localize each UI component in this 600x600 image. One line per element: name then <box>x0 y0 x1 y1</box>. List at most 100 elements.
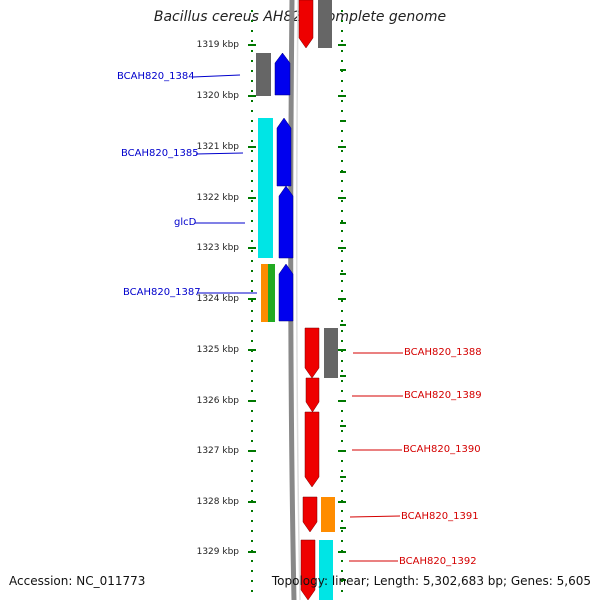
right-ruler-dot <box>341 570 343 572</box>
forward-gene-arrow <box>274 52 291 96</box>
left-ruler-dot <box>251 310 253 312</box>
right-ruler-dot <box>341 320 343 322</box>
reverse-gene-label[interactable]: BCAH820_1390 <box>403 444 481 455</box>
left-ruler-dot <box>251 300 253 302</box>
reverse-gene-label[interactable]: BCAH820_1389 <box>404 390 482 401</box>
left-ruler-dot <box>251 510 253 512</box>
left-ruler-dot <box>251 520 253 522</box>
right-major-tick <box>338 501 346 503</box>
left-ruler-dot <box>251 260 253 262</box>
right-ruler-dot <box>341 290 343 292</box>
right-ruler-dot <box>341 510 343 512</box>
right-minor-tick <box>340 527 346 529</box>
right-ruler-dot <box>341 370 343 372</box>
left-ruler-dot <box>251 130 253 132</box>
reverse-gene-label[interactable]: BCAH820_1388 <box>404 347 482 358</box>
green-feature-block <box>268 264 275 322</box>
forward-gene-label[interactable]: BCAH820_1385 <box>121 148 199 159</box>
accession-text: Accession: NC_011773 <box>9 574 146 588</box>
kbp-tick-label: 1323 kbp <box>196 243 239 253</box>
right-ruler-dot <box>341 190 343 192</box>
left-ruler-dot <box>251 330 253 332</box>
reverse-gene-arrow <box>302 496 318 533</box>
left-ruler-dot <box>251 100 253 102</box>
left-ruler-dot <box>251 370 253 372</box>
left-ruler-dot <box>251 30 253 32</box>
left-ruler-dot <box>251 180 253 182</box>
left-ruler-dot <box>251 20 253 22</box>
right-ruler-dot <box>341 270 343 272</box>
right-ruler-dot <box>341 420 343 422</box>
forward-label-connector <box>195 152 244 155</box>
right-major-tick <box>338 95 346 97</box>
left-major-tick <box>248 501 256 503</box>
kbp-tick-label: 1322 kbp <box>196 193 239 203</box>
left-ruler-dot <box>251 90 253 92</box>
right-minor-tick <box>340 579 346 581</box>
right-minor-tick <box>340 222 346 224</box>
left-ruler-dot <box>251 560 253 562</box>
left-ruler-dot <box>251 490 253 492</box>
right-ruler-dot <box>341 590 343 592</box>
forward-gene-label[interactable]: glcD <box>174 217 197 228</box>
right-ruler-dot <box>341 360 343 362</box>
right-ruler-dot <box>341 310 343 312</box>
right-major-tick <box>338 450 346 452</box>
left-ruler-dot <box>251 530 253 532</box>
right-major-tick <box>338 146 346 148</box>
left-ruler-dot <box>251 580 253 582</box>
left-ruler-dot <box>251 230 253 232</box>
left-ruler-dot <box>251 460 253 462</box>
kbp-tick-label: 1324 kbp <box>196 294 239 304</box>
right-ruler-dot <box>341 20 343 22</box>
kbp-tick-label: 1328 kbp <box>196 497 239 507</box>
left-ruler-dot <box>251 60 253 62</box>
right-ruler-dot <box>341 340 343 342</box>
forward-gene-label[interactable]: BCAH820_1387 <box>123 287 201 298</box>
right-ruler-dot <box>341 140 343 142</box>
reverse-gene-arrow <box>298 0 314 49</box>
right-minor-tick <box>340 324 346 326</box>
right-ruler-dot <box>341 240 343 242</box>
right-ruler-dot <box>341 280 343 282</box>
left-major-tick <box>248 349 256 351</box>
right-minor-tick <box>340 476 346 478</box>
kbp-tick-label: 1327 kbp <box>196 446 239 456</box>
reverse-gene-label[interactable]: BCAH820_1392 <box>399 556 477 567</box>
kbp-tick-label: 1319 kbp <box>196 40 239 50</box>
right-ruler-dot <box>341 460 343 462</box>
right-ruler-dot <box>341 80 343 82</box>
right-ruler-dot <box>341 430 343 432</box>
right-major-tick <box>338 247 346 249</box>
left-ruler-dot <box>251 480 253 482</box>
reverse-gene-arrow <box>304 411 320 488</box>
left-major-tick <box>248 551 256 553</box>
right-ruler-dot <box>341 30 343 32</box>
right-ruler-dot <box>341 210 343 212</box>
right-major-tick <box>338 400 346 402</box>
right-ruler-dot <box>341 480 343 482</box>
left-ruler-dot <box>251 250 253 252</box>
reverse-gene-arrow <box>300 539 316 600</box>
right-ruler-dot <box>341 390 343 392</box>
right-ruler-dot <box>341 470 343 472</box>
cyan-feature-block <box>258 118 273 258</box>
right-minor-tick <box>340 273 346 275</box>
forward-gene-label[interactable]: BCAH820_1384 <box>117 71 195 82</box>
right-ruler-dot <box>341 560 343 562</box>
orange-feature-block <box>261 264 268 322</box>
left-major-tick <box>248 298 256 300</box>
right-ruler-dot <box>341 160 343 162</box>
right-ruler-dot <box>341 330 343 332</box>
right-ruler-dot <box>341 230 343 232</box>
reverse-gene-label[interactable]: BCAH820_1391 <box>401 511 479 522</box>
kbp-tick-label: 1325 kbp <box>196 345 239 355</box>
right-ruler-dot <box>341 130 343 132</box>
left-ruler-dot <box>251 590 253 592</box>
left-ruler-dot <box>251 420 253 422</box>
left-ruler-dot <box>251 540 253 542</box>
right-ruler-dot <box>341 40 343 42</box>
left-ruler-dot <box>251 470 253 472</box>
left-ruler-dot <box>251 270 253 272</box>
